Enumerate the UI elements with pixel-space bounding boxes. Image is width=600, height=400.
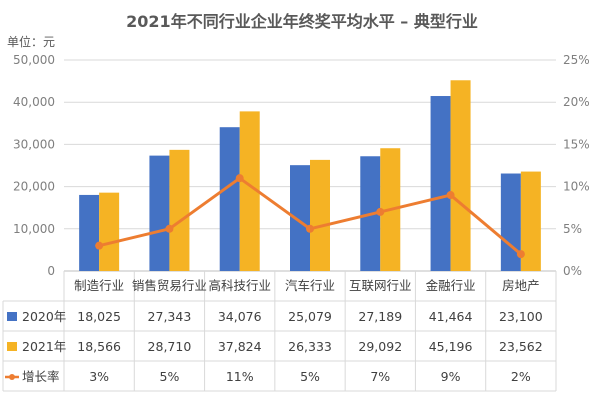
bar-2021 xyxy=(450,80,471,271)
growth-point xyxy=(376,207,385,216)
table-cell-value: 25,079 xyxy=(288,309,332,324)
right-tick-label: 15% xyxy=(563,137,590,151)
table-cell-value: 5% xyxy=(160,369,180,384)
growth-point xyxy=(306,224,314,233)
left-tick-label: 40,000 xyxy=(13,95,55,109)
chart-title: 2021年不同行业企业年终奖平均水平 – 典型行业 xyxy=(126,12,478,31)
table-cell-value: 5% xyxy=(300,369,320,384)
table-cell-value: 45,196 xyxy=(429,339,473,354)
category-label: 金融行业 xyxy=(426,278,476,293)
legend-swatch xyxy=(7,342,17,351)
category-label: 销售贸易行业 xyxy=(132,278,207,293)
table-cell-value: 41,464 xyxy=(429,309,473,324)
category-label: 制造行业 xyxy=(74,278,124,293)
table-cell-value: 2% xyxy=(511,369,531,384)
bar-2020 xyxy=(500,173,521,271)
table-cell-value: 3% xyxy=(89,369,109,384)
table-cell-value: 26,333 xyxy=(288,339,332,354)
table-cell-value: 27,343 xyxy=(148,309,192,324)
right-tick-label: 25% xyxy=(563,53,590,67)
bar-2020 xyxy=(79,194,100,271)
table-cell-value: 18,566 xyxy=(77,339,121,354)
right-axis-ticks: 0% 5% 10% 15% 20% 25% xyxy=(563,53,590,278)
bar-2021 xyxy=(99,192,120,271)
bar-2020 xyxy=(219,127,240,271)
bar-2021 xyxy=(169,149,190,271)
legend-label: 增长率 xyxy=(22,369,60,384)
right-tick-label: 20% xyxy=(563,95,590,109)
category-label: 汽车行业 xyxy=(285,278,335,293)
table-cell-value: 27,189 xyxy=(358,309,402,324)
bar-2020 xyxy=(430,96,451,272)
left-tick-label: 0 xyxy=(47,264,55,278)
left-tick-label: 30,000 xyxy=(13,137,55,151)
right-tick-label: 0% xyxy=(563,264,582,278)
legend-label: 2021年 xyxy=(22,339,66,354)
bar-2020 xyxy=(149,155,170,271)
table-cell-value: 34,076 xyxy=(218,309,262,324)
legend-marker xyxy=(9,374,15,380)
growth-point xyxy=(235,174,244,183)
left-tick-label: 10,000 xyxy=(13,222,55,236)
right-tick-label: 10% xyxy=(563,180,590,194)
bar-2021 xyxy=(520,171,541,271)
growth-line xyxy=(95,174,525,259)
table-cell-value: 28,710 xyxy=(148,339,192,354)
right-tick-label: 5% xyxy=(563,222,582,236)
bar-2021 xyxy=(239,111,260,271)
growth-point xyxy=(95,241,104,250)
left-tick-label: 50,000 xyxy=(13,53,55,67)
bar-2020 xyxy=(290,165,310,271)
category-label: 高科技行业 xyxy=(208,278,271,293)
data-table: 制造行业 销售贸易行业 高科技行业 汽车行业 互联网行业 金融行业 房地产 2020年 18,0… xyxy=(2,271,557,392)
growth-point xyxy=(516,250,525,259)
left-axis-ticks: 0 10,000 20,000 30,000 40,000 50,000 xyxy=(13,53,55,278)
table-cell-value: 9% xyxy=(441,369,461,384)
table-cell-value: 37,824 xyxy=(218,339,262,354)
table-cell-value: 7% xyxy=(370,369,390,384)
table-cell-value: 11% xyxy=(226,369,254,384)
table-cell-value: 23,562 xyxy=(499,339,543,354)
legend-swatch xyxy=(7,312,17,321)
legend-label: 2020年 xyxy=(22,309,66,324)
category-label: 互联网行业 xyxy=(349,278,412,293)
growth-point xyxy=(446,191,455,200)
table-cell-value: 23,100 xyxy=(499,309,543,324)
bar-2021 xyxy=(310,159,330,271)
table-cell-value: 29,092 xyxy=(358,339,402,354)
growth-point xyxy=(165,224,174,233)
bars xyxy=(79,80,541,272)
unit-label: 单位：元 xyxy=(7,34,55,49)
category-label: 房地产 xyxy=(502,278,540,293)
left-tick-label: 20,000 xyxy=(13,180,55,194)
table-cell-value: 18,025 xyxy=(77,309,121,324)
